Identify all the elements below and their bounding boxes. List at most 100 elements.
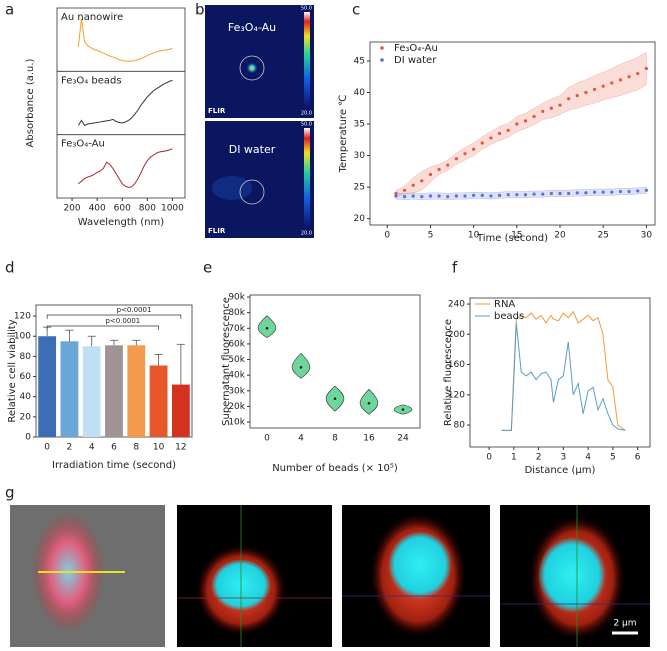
data-point [402, 188, 407, 192]
y-tick-label: 20k [228, 402, 245, 412]
y-axis-label: Relative cell viability [7, 319, 18, 422]
data-point [567, 97, 571, 101]
data-point [584, 90, 588, 95]
data-point [411, 194, 415, 198]
median-dot [333, 397, 337, 400]
x-tick-label: 6 [111, 443, 117, 453]
x-tick-label: 20 [554, 231, 566, 241]
y-axis-label: Supernatant fluorescence [221, 297, 232, 426]
data-point [549, 191, 553, 196]
y-tick-label: 20 [354, 214, 366, 224]
data-point [446, 163, 450, 167]
data-point [558, 103, 562, 107]
subplot-label: Au nanowire [61, 12, 123, 23]
scale-min: 20.0 [301, 231, 312, 237]
error-band [395, 51, 647, 197]
x-tick-label: 200 [63, 204, 80, 214]
warm-region [212, 176, 252, 200]
data-point [472, 147, 476, 151]
x-tick-label: 10 [468, 231, 480, 241]
x-tick-label: 2 [536, 453, 542, 463]
y-tick-label: 120 [14, 312, 31, 322]
data-point [644, 66, 648, 71]
data-point [549, 106, 553, 110]
y-tick-label: 100 [14, 332, 31, 342]
legend-label: Fe₃O₄-Au [394, 43, 438, 54]
data-point [636, 189, 640, 193]
data-point [489, 136, 493, 140]
x-tick-label: 16 [363, 434, 375, 444]
x-tick-label: 6 [635, 453, 641, 463]
spectrum-line [77, 18, 173, 62]
x-tick-label: 2 [67, 443, 73, 453]
y-tick-label: 20 [20, 412, 32, 422]
y-tick-label: 200 [448, 330, 465, 340]
bar [105, 345, 123, 437]
data-point [558, 191, 562, 196]
x-axis-label: Number of beads (× 10⁵) [272, 463, 398, 474]
data-point [575, 94, 579, 98]
panel-b: Fe₃O₄-Au FLIR 50.0 20.0 DI water FLIR 50… [205, 5, 314, 238]
scale-bar-label: 2 µm [296, 300, 319, 310]
y-tick-label: 80k [228, 308, 245, 318]
image-label: Fe₃O₄-Au [228, 21, 276, 34]
nucleus [388, 531, 452, 599]
data-point [402, 195, 407, 199]
panel-label: e [203, 259, 212, 277]
y-tick-label: 40 [20, 392, 32, 402]
data-point [454, 157, 458, 161]
data-point [592, 87, 597, 91]
plot-frame [56, 7, 186, 199]
x-tick-label: 800 [139, 204, 156, 214]
x-tick-label: 24 [397, 434, 409, 444]
x-axis-label: Distance (μm) [525, 465, 596, 476]
x-axis-label: Wavelength (nm) [78, 217, 164, 228]
x-tick-label: 3 [560, 453, 566, 463]
data-point [515, 193, 519, 197]
x-tick-label: 0 [264, 434, 270, 444]
data-point [437, 167, 441, 172]
panel-label: c [352, 1, 360, 19]
data-point [463, 194, 467, 198]
data-point [497, 193, 502, 197]
subplot-label: Fe₃O₄-Au [61, 139, 105, 150]
spectrum-line [78, 148, 173, 188]
y-axis-label: Absorbance (a.u.) [25, 58, 36, 147]
x-tick-label: 0 [384, 231, 390, 241]
data-point [592, 190, 597, 194]
y-axis-label: Temperature ℃ [338, 95, 349, 174]
x-tick-label: 0 [486, 453, 492, 463]
y-tick-label: 50k [228, 355, 245, 365]
data-point [627, 189, 631, 194]
y-tick-label: 70k [228, 324, 245, 334]
scale-bar-label: 2 µm [613, 619, 636, 629]
data-point [506, 193, 510, 197]
violin [257, 315, 277, 339]
significance-label: p<0.0001 [117, 306, 152, 314]
data-point [636, 71, 640, 76]
legend-marker [380, 46, 384, 50]
data-point [428, 172, 433, 177]
y-tick-label: 25 [354, 183, 365, 193]
median-dot [367, 402, 371, 405]
data-point [480, 193, 484, 197]
panel-label: a [5, 1, 14, 19]
plot-frame [369, 41, 656, 226]
y-tick-label: 90k [228, 293, 245, 303]
data-point [618, 78, 623, 82]
panel-label: f [452, 259, 458, 277]
y-tick-label: 240 [448, 300, 465, 310]
x-tick-label: 4 [89, 443, 95, 453]
y-tick-label: 80 [454, 421, 466, 431]
data-point [394, 194, 398, 198]
brand: FLIR [208, 227, 226, 235]
data-point [428, 194, 433, 198]
data-point [411, 183, 415, 187]
legend-label: RNA [494, 299, 515, 310]
x-axis-label: Irradiation time (second) [52, 460, 176, 471]
x-tick-label: 4 [298, 434, 304, 444]
data-point [523, 193, 528, 197]
x-tick-label: 1 [511, 453, 517, 463]
data-point [454, 194, 458, 198]
